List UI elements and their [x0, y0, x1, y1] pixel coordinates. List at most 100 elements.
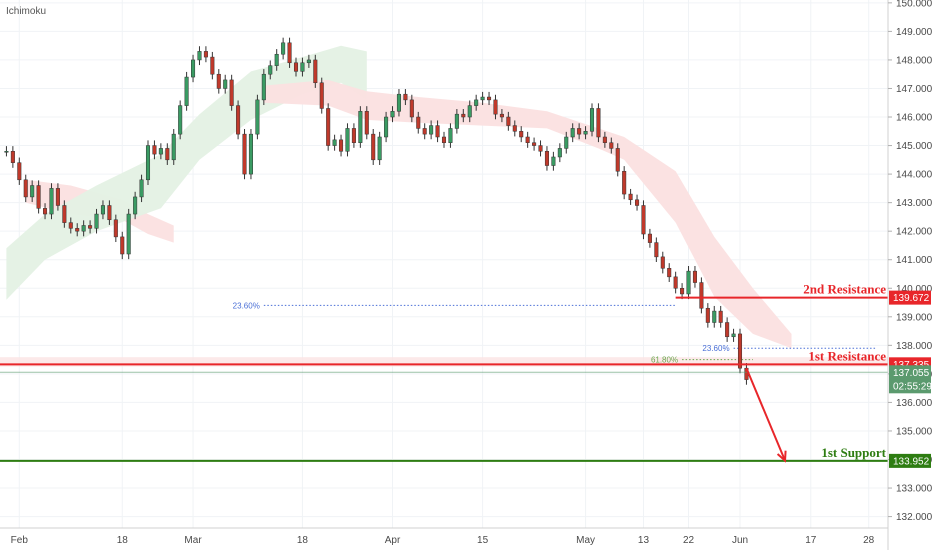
candle-body-53 — [345, 128, 350, 152]
candle-body-4 — [30, 185, 35, 198]
forecast-arrow — [745, 367, 787, 463]
y-tick-label-15: 147.000 — [896, 84, 932, 95]
price-series — [4, 37, 749, 385]
current-price-tag-bg — [889, 365, 931, 394]
candle-body-82 — [532, 142, 537, 146]
res2-tag-bg — [889, 290, 931, 305]
candle-body-41 — [268, 65, 273, 75]
y-tick-label-16: 148.000 — [896, 55, 932, 66]
candle-body-98 — [635, 199, 640, 206]
candle-body-111 — [718, 310, 723, 323]
candle-body-113 — [731, 333, 736, 338]
candle-body-20 — [133, 196, 138, 215]
candle-body-30 — [197, 51, 202, 61]
candle-body-57 — [371, 133, 376, 161]
candle-body-0 — [4, 151, 9, 153]
candle-body-7 — [49, 188, 54, 215]
resistance-zone — [0, 357, 888, 367]
candle-body-89 — [577, 128, 582, 135]
time-axis[interactable]: Feb 18 Mar 18 Apr 15 May 13 22 Jun 17 28 — [11, 535, 875, 546]
candle-body-21 — [139, 179, 144, 198]
candle-body-54 — [351, 128, 356, 143]
x-tick-label-7: 13 — [638, 535, 650, 546]
candle-body-59 — [384, 116, 389, 138]
candle-body-107 — [692, 270, 697, 283]
candle-body-106 — [686, 270, 691, 295]
candle-body-80 — [519, 131, 524, 138]
candle-body-95 — [615, 148, 620, 172]
x-tick-label-9: Jun — [732, 535, 748, 546]
candle-body-14 — [94, 213, 99, 229]
candle-body-43 — [281, 42, 286, 55]
y-tick-label-14: 146.000 — [896, 113, 932, 124]
x-tick-label-0: Feb — [11, 535, 29, 546]
candle-body-12 — [81, 225, 86, 232]
candle-body-15 — [100, 205, 105, 215]
x-tick-label-11: 28 — [863, 535, 875, 546]
candle-body-104 — [673, 276, 678, 289]
candle-body-75 — [487, 96, 492, 101]
sup1-label: 1st Support — [821, 445, 886, 460]
candle-body-86 — [557, 148, 562, 158]
candle-body-17 — [113, 219, 118, 238]
x-tick-label-4: Apr — [385, 535, 401, 546]
candle-body-78 — [506, 116, 511, 126]
candle-body-114 — [737, 333, 743, 369]
candle-body-50 — [326, 108, 331, 146]
y-tick-label-11: 143.000 — [896, 198, 932, 209]
x-tick-label-5: 15 — [477, 535, 489, 546]
sup1-tag-bg — [889, 453, 931, 468]
candle-body-8 — [55, 188, 60, 206]
x-tick-label-3: 18 — [297, 535, 309, 546]
candle-body-40 — [261, 73, 266, 101]
candle-body-52 — [339, 139, 344, 152]
candle-body-67 — [435, 125, 440, 138]
candle-body-92 — [596, 108, 601, 138]
current-price-tag: 137.055 — [893, 368, 930, 379]
y-tick-label-18: 150.000 — [896, 0, 932, 9]
candle-body-5 — [36, 185, 41, 209]
candle-body-24 — [158, 148, 163, 155]
res2-tag: 139.672 — [893, 293, 930, 304]
candle-body-65 — [422, 128, 427, 135]
candle-body-35 — [229, 79, 234, 106]
candle-body-90 — [583, 131, 588, 135]
candle-body-112 — [725, 322, 730, 338]
y-tick-label-12: 144.000 — [896, 170, 932, 181]
candle-body-101 — [654, 242, 659, 258]
candle-body-99 — [641, 205, 646, 235]
candle-body-2 — [17, 162, 22, 181]
candle-body-19 — [126, 213, 131, 255]
candle-body-60 — [390, 111, 395, 118]
res1-label: 1st Resistance — [808, 348, 886, 363]
candle-body-84 — [544, 151, 549, 166]
candle-body-88 — [570, 128, 575, 138]
forecast-arrow-head — [776, 450, 787, 463]
x-tick-label-10: 17 — [805, 535, 817, 546]
y-tick-label-10: 142.000 — [896, 227, 932, 238]
candle-body-48 — [313, 59, 318, 84]
candle-body-38 — [248, 133, 253, 175]
candle-body-69 — [448, 128, 453, 143]
price-axis[interactable]: 132.000133.000134.000135.000136.000137.0… — [888, 0, 932, 523]
candle-body-79 — [512, 125, 517, 132]
indicator-label: Ichimoku — [6, 6, 46, 17]
candle-body-3 — [23, 179, 28, 198]
res2-label: 2nd Resistance — [803, 282, 886, 297]
fib-label-2: 61.80% — [651, 356, 678, 365]
candle-body-39 — [255, 99, 260, 135]
candle-body-100 — [647, 233, 652, 243]
candle-body-37 — [242, 133, 247, 175]
cloud-band-1 — [6, 45, 367, 300]
candle-body-32 — [210, 56, 215, 75]
candle-body-68 — [441, 136, 447, 143]
y-tick-label-17: 149.000 — [896, 27, 932, 38]
candle-body-108 — [699, 282, 704, 309]
candle-body-6 — [43, 208, 48, 215]
candle-body-83 — [538, 145, 543, 152]
candle-body-9 — [62, 205, 67, 223]
candle-body-96 — [622, 170, 627, 195]
candle-body-71 — [461, 113, 466, 118]
